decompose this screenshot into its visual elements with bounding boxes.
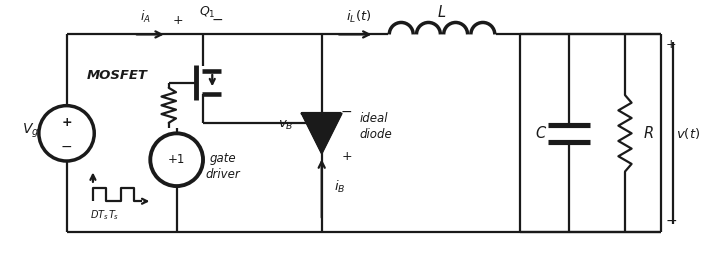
Polygon shape xyxy=(302,114,341,153)
Text: +: + xyxy=(61,116,72,129)
Text: $v(t)$: $v(t)$ xyxy=(676,126,700,141)
Text: −: − xyxy=(666,214,677,228)
Text: −: − xyxy=(212,13,223,27)
Text: $L$: $L$ xyxy=(437,4,447,20)
Text: $i_L(t)$: $i_L(t)$ xyxy=(346,9,372,25)
Text: $i_A$: $i_A$ xyxy=(140,9,151,25)
Text: $DT_s$: $DT_s$ xyxy=(90,208,109,222)
Text: $i_B$: $i_B$ xyxy=(333,179,345,195)
Text: $v_B$: $v_B$ xyxy=(278,119,293,132)
Text: +: + xyxy=(341,150,352,163)
Text: +1: +1 xyxy=(168,153,185,166)
Text: ideal
diode: ideal diode xyxy=(360,112,393,141)
Text: −: − xyxy=(341,105,352,119)
Text: $V_g$: $V_g$ xyxy=(22,122,39,140)
Text: +: + xyxy=(173,14,183,27)
Text: $T_s$: $T_s$ xyxy=(108,208,119,222)
Text: −: − xyxy=(61,140,73,154)
Text: gate
driver: gate driver xyxy=(205,152,240,181)
Text: $Q_1$: $Q_1$ xyxy=(199,5,215,20)
Text: MOSFET: MOSFET xyxy=(87,69,148,82)
Text: $R$: $R$ xyxy=(644,125,654,141)
Text: $C$: $C$ xyxy=(535,125,547,141)
Text: +: + xyxy=(666,38,676,51)
